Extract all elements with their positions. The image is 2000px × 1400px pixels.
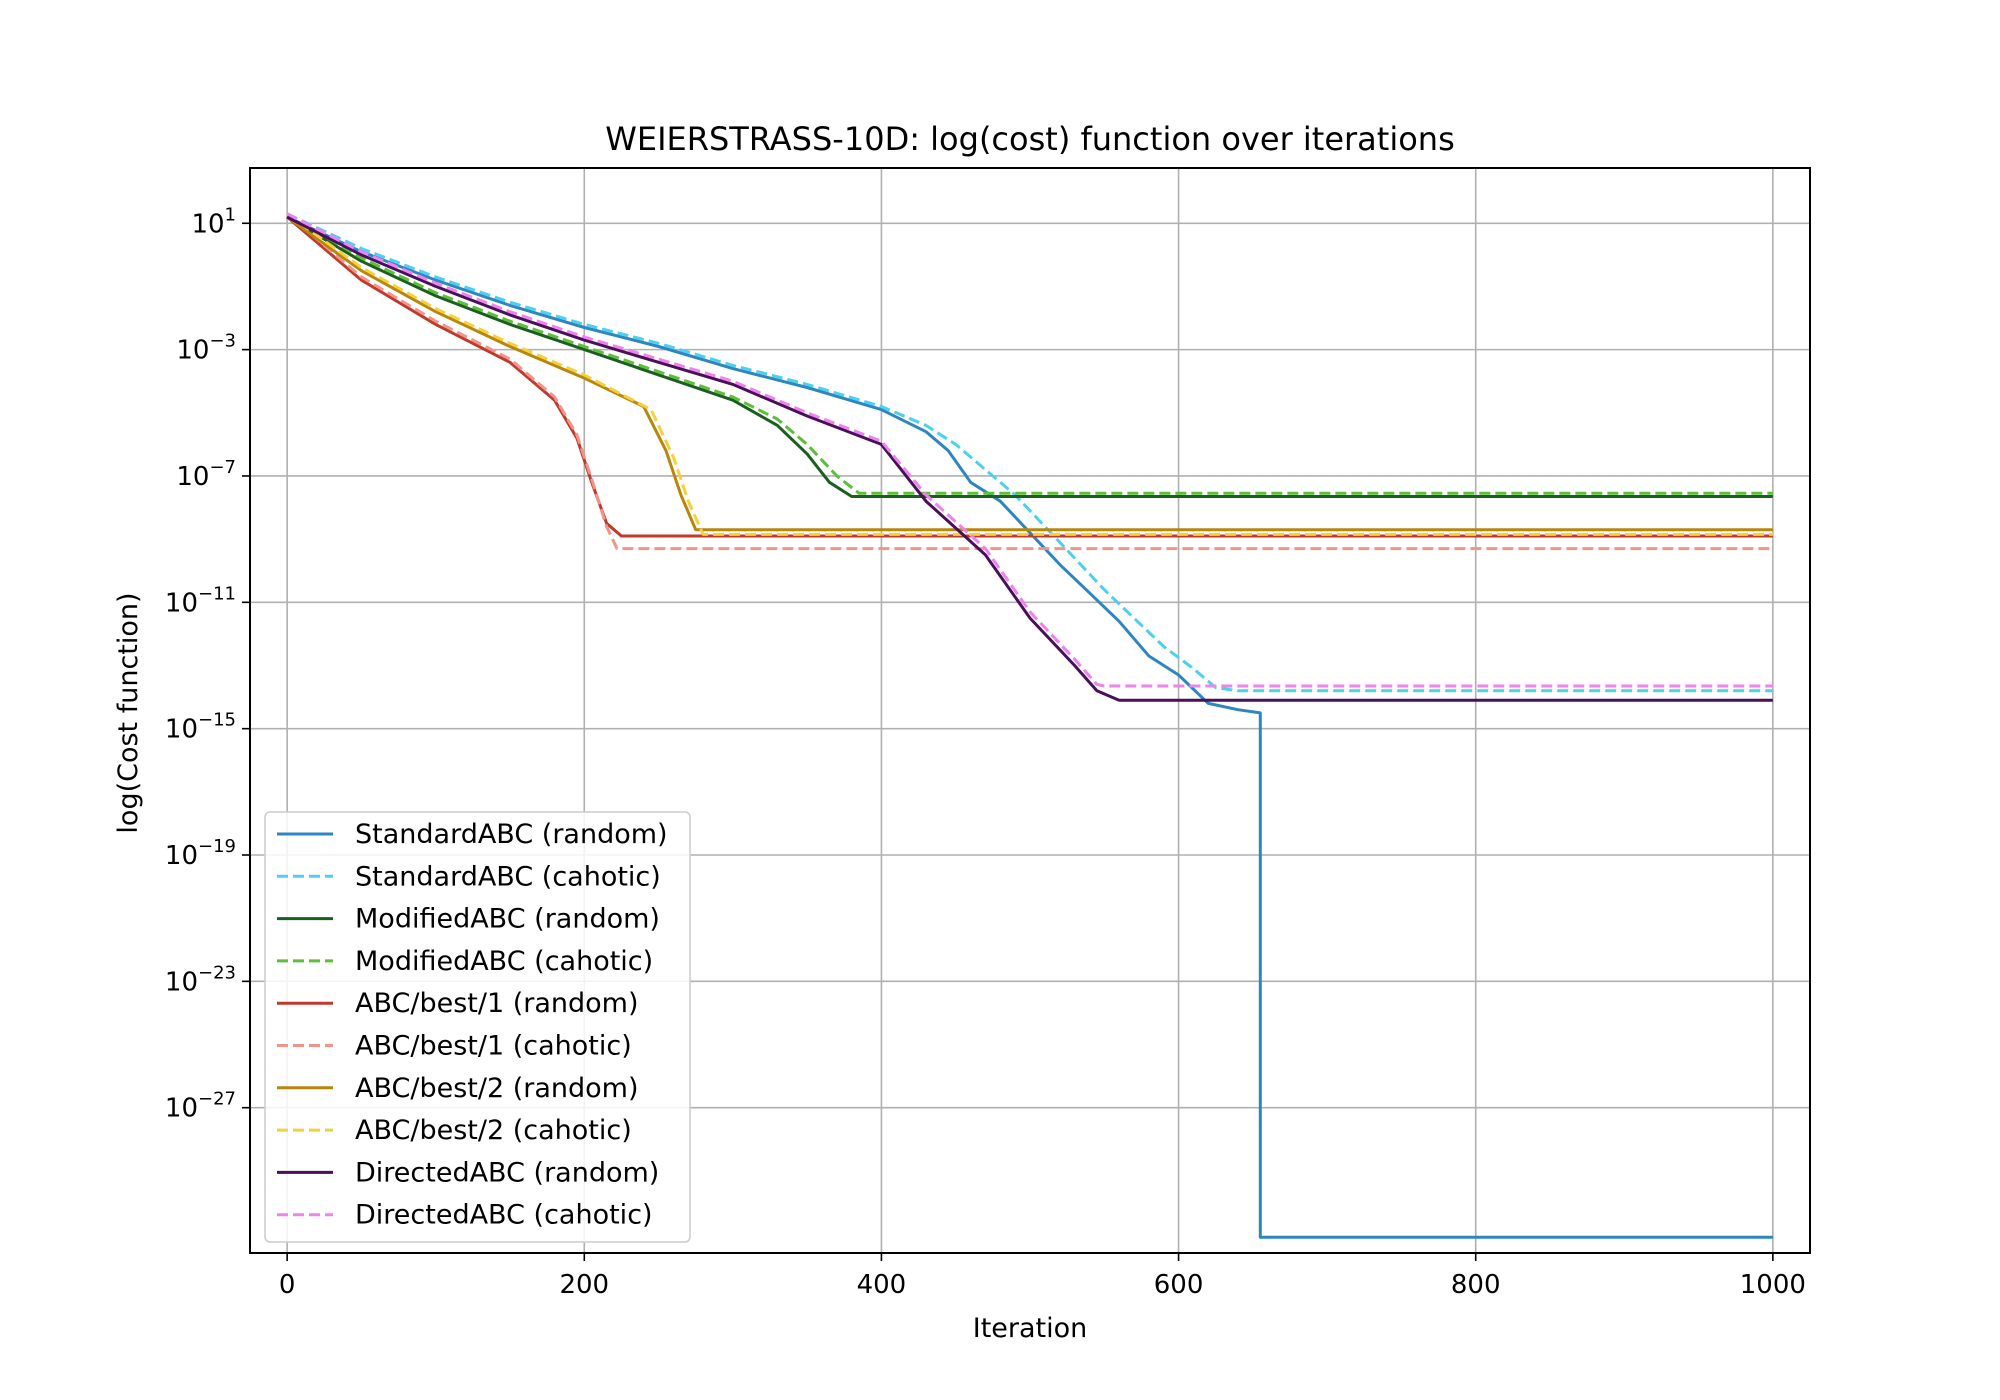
legend-label: ABC/best/2 (cahotic)	[355, 1115, 632, 1146]
legend-label: ABC/best/1 (random)	[355, 988, 639, 1019]
y-tick-label: 10−27	[165, 1089, 236, 1124]
plot-frame	[249, 167, 1811, 1254]
x-tick-label: 800	[1451, 1270, 1501, 1300]
grid	[250, 168, 1810, 1253]
x-tick-label: 200	[559, 1270, 609, 1300]
series-line-3	[286, 212, 1773, 495]
series-line-7	[286, 212, 1773, 536]
series-line-4	[286, 215, 1773, 538]
y-tick-label: 101	[191, 204, 236, 239]
y-tick-label: 10−11	[165, 583, 236, 618]
series-line-8	[286, 215, 1773, 702]
legend-label: StandardABC (random)	[355, 819, 668, 850]
x-tick-label: 400	[857, 1270, 907, 1300]
x-tick-label: 1000	[1740, 1270, 1806, 1300]
series-line-6	[286, 215, 1773, 532]
series-line-1	[286, 212, 1773, 693]
axis-ticks: 0 200 400 600 800 1000 101 10−3 10−7 10−11 10−15 10…	[165, 204, 1806, 1300]
y-axis-label: log(Cost function)	[113, 592, 144, 833]
x-axis-label: Iteration	[973, 1313, 1088, 1344]
chart-title: WEIERSTRASS-10D: log(cost) function over…	[605, 120, 1455, 158]
y-tick-label: 10−19	[165, 836, 236, 871]
y-tick-label: 10−23	[165, 962, 236, 997]
y-tick-label: 10−7	[176, 457, 236, 492]
legend: StandardABC (random) StandardABC (cahotic…	[264, 811, 691, 1243]
legend-label: StandardABC (cahotic)	[355, 861, 661, 892]
y-tick-label: 10−15	[165, 710, 236, 745]
series-line-2	[286, 215, 1773, 498]
legend-label: ModifiedABC (cahotic)	[355, 946, 653, 977]
legend-box	[264, 811, 691, 1243]
x-tick-label: 0	[279, 1270, 296, 1300]
legend-label: DirectedABC (cahotic)	[355, 1200, 653, 1231]
legend-label: ABC/best/2 (random)	[355, 1073, 639, 1104]
x-tick-label: 600	[1154, 1270, 1204, 1300]
legend-label: ABC/best/1 (cahotic)	[355, 1031, 632, 1062]
series-line-9	[286, 212, 1773, 688]
series-line-0	[286, 215, 1773, 1239]
legend-label: ModifiedABC (random)	[355, 904, 660, 935]
series-lines	[286, 212, 1773, 1239]
legend-label: DirectedABC (random)	[355, 1157, 659, 1188]
y-tick-label: 10−3	[176, 331, 236, 366]
